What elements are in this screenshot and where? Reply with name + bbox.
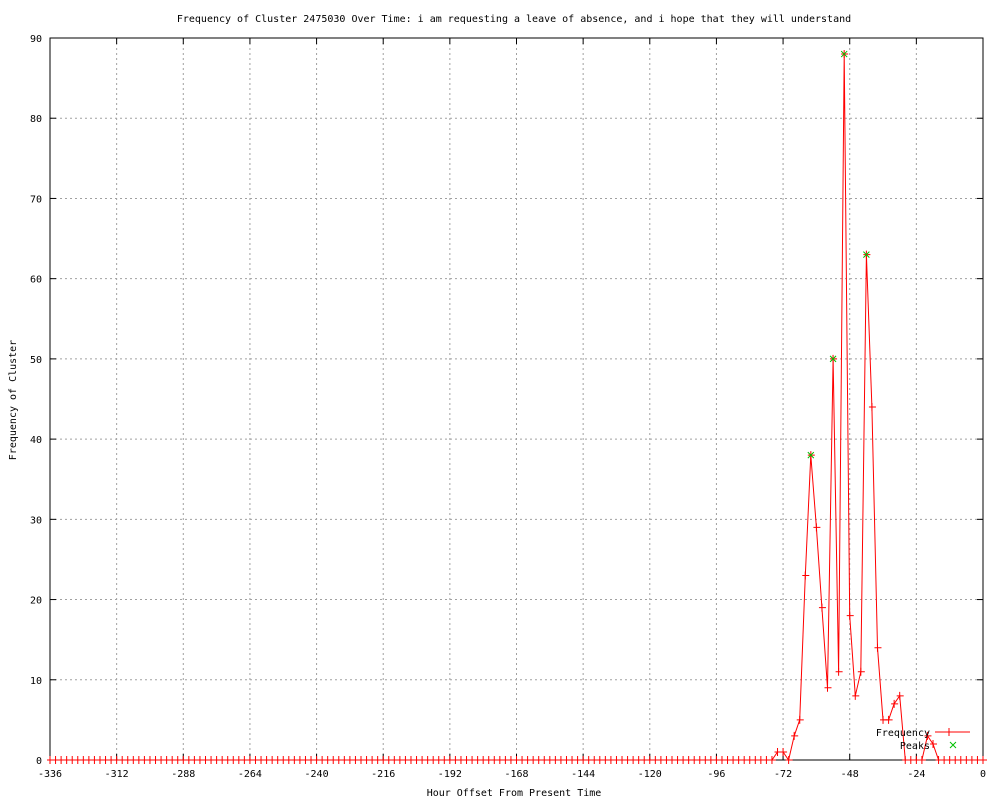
y-tick-label: 90	[30, 34, 42, 45]
frequency-point	[818, 603, 826, 612]
frequency-point	[796, 715, 804, 724]
peak-point	[829, 355, 837, 363]
x-tick-label: -240	[305, 769, 329, 780]
y-axis-label: Frequency of Cluster	[8, 340, 19, 460]
x-tick-label: -192	[438, 769, 462, 780]
x-tick-label: -120	[638, 769, 662, 780]
legend-label-peaks: Peaks	[900, 741, 930, 752]
y-tick-label: 80	[30, 114, 42, 125]
x-tick-label: -336	[38, 769, 62, 780]
frequency-point	[785, 756, 793, 764]
frequency-point	[874, 643, 882, 652]
x-tick-label: -216	[371, 769, 395, 780]
y-tick-label: 50	[30, 355, 42, 366]
peak-point	[807, 451, 815, 459]
x-tick-label: -48	[841, 769, 859, 780]
frequency-point	[868, 403, 876, 412]
grid	[50, 38, 983, 760]
frequency-point	[791, 731, 799, 740]
legend-marker-frequency	[948, 728, 956, 736]
frequency-point	[824, 683, 832, 692]
frequency-point	[802, 571, 810, 580]
frequency-point	[813, 523, 821, 532]
y-tick-label: 30	[30, 515, 42, 526]
x-tick-label: -288	[171, 769, 195, 780]
x-tick-label: -96	[707, 769, 725, 780]
frequency-point	[857, 667, 865, 676]
legend-label-frequency: Frequency	[876, 728, 930, 739]
frequency-point	[835, 667, 843, 676]
x-tick-label: -264	[238, 769, 262, 780]
y-tick-label: 60	[30, 275, 42, 286]
peak-point	[840, 50, 848, 58]
x-tick-label: 0	[980, 769, 986, 780]
frequency-point	[780, 747, 788, 756]
y-tick-label: 20	[30, 596, 42, 607]
frequency-point	[930, 739, 938, 748]
y-tick-label: 70	[30, 194, 42, 205]
legend-marker-peaks	[949, 741, 957, 749]
frequency-point	[846, 611, 854, 620]
series-layer	[47, 50, 987, 764]
x-axis-label: Hour Offset From Present Time	[427, 788, 602, 799]
x-tick-label: -168	[504, 769, 528, 780]
x-tick-label: -144	[571, 769, 595, 780]
x-tick-label: -24	[907, 769, 925, 780]
peak-point	[863, 251, 870, 258]
y-tick-label: 0	[36, 756, 42, 767]
frequency-point	[918, 756, 926, 764]
frequency-point	[980, 756, 987, 764]
frequency-point	[891, 699, 899, 708]
y-tick-label: 40	[30, 435, 42, 446]
y-tick-label: 10	[30, 676, 42, 687]
legend: Frequency Peaks	[876, 728, 970, 752]
frequency-point	[885, 715, 893, 724]
frequency-point	[924, 731, 932, 740]
frequency-point	[896, 691, 904, 700]
x-tick-label: -72	[774, 769, 792, 780]
chart-title: Frequency of Cluster 2475030 Over Time: …	[177, 14, 851, 25]
x-tick-label: -312	[105, 769, 129, 780]
frequency-point	[768, 756, 776, 764]
frequency-point	[852, 691, 860, 700]
